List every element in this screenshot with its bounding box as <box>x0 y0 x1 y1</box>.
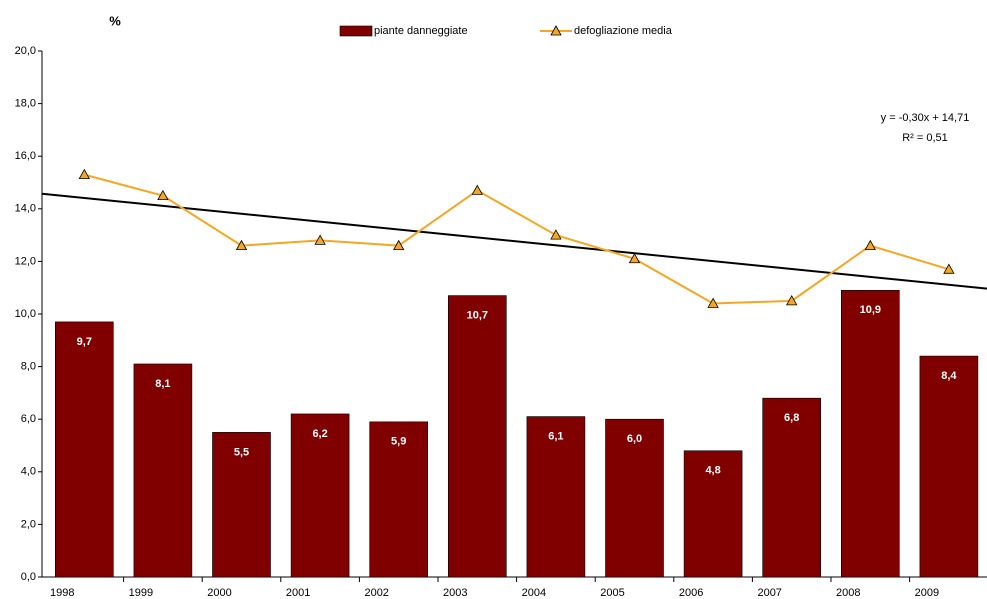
y-tick-label: 16,0 <box>15 150 36 162</box>
bar <box>526 416 586 578</box>
line-marker <box>864 239 876 251</box>
trendline-equation: y = -0,30x + 14,71 <box>881 112 970 124</box>
bar-value-label: 6,0 <box>627 433 642 445</box>
legend-label: piante danneggiate <box>374 25 468 37</box>
line-marker <box>78 168 90 180</box>
x-tick-label: 2003 <box>443 587 467 599</box>
x-tick-label: 1998 <box>50 587 74 599</box>
line-marker <box>943 263 955 274</box>
x-tick-label: 2001 <box>286 587 310 599</box>
bar-value-label: 10,9 <box>860 304 881 316</box>
bar-value-label: 4,8 <box>705 465 720 477</box>
bar-value-label: 6,1 <box>548 430 563 442</box>
y-tick-label: 14,0 <box>15 203 36 215</box>
line-marker <box>786 295 798 306</box>
y-tick-label: 6,0 <box>21 413 36 425</box>
y-tick-label: 18,0 <box>15 98 36 110</box>
legend-marker <box>550 25 562 36</box>
bar <box>683 450 743 578</box>
bar <box>447 295 507 578</box>
line-series <box>84 173 950 305</box>
x-tick-label: 2006 <box>679 587 703 599</box>
y-tick-label: 4,0 <box>21 466 36 478</box>
bar-value-label: 5,5 <box>234 446 249 458</box>
bar <box>290 413 350 578</box>
line-marker <box>471 184 483 195</box>
y-tick-label: 20,0 <box>15 45 36 57</box>
legend-swatch <box>339 25 373 37</box>
x-tick-label: 2002 <box>364 587 388 599</box>
y-tick-label: 10,0 <box>15 308 36 320</box>
bar <box>133 363 193 578</box>
bar <box>605 418 664 578</box>
bar-value-label: 6,2 <box>312 428 327 440</box>
x-tick-label: 2004 <box>522 587 546 599</box>
y-tick-label: 0,0 <box>21 571 36 583</box>
y-tick-label: 8,0 <box>21 361 36 373</box>
line-marker <box>157 189 169 201</box>
y-tick-label: 12,0 <box>15 255 36 267</box>
line-marker <box>314 234 326 245</box>
bar-value-label: 10,7 <box>467 309 488 321</box>
bar-value-label: 9,7 <box>77 336 92 348</box>
x-tick-label: 2007 <box>757 587 781 599</box>
bar <box>212 432 271 578</box>
x-tick-label: 2000 <box>207 587 231 599</box>
bar <box>762 397 822 578</box>
trendline-r2: R² = 0,51 <box>902 132 948 144</box>
line-marker <box>393 239 405 251</box>
x-tick-label: 1999 <box>129 587 153 599</box>
y-axis-label: % <box>109 13 121 28</box>
bar-value-label: 5,9 <box>391 436 406 448</box>
bar-value-label: 8,1 <box>155 378 170 390</box>
bar <box>919 355 979 578</box>
line-marker <box>235 239 248 251</box>
y-tick-label: 2,0 <box>21 518 36 530</box>
legend-label: defogliazione media <box>574 25 673 37</box>
bar-value-label: 8,4 <box>941 370 957 382</box>
x-tick-label: 2009 <box>915 587 939 599</box>
bar <box>54 321 114 578</box>
line-marker <box>707 297 719 308</box>
x-tick-label: 2005 <box>600 587 624 599</box>
x-tick-label: 2008 <box>836 587 860 599</box>
bar <box>840 290 900 578</box>
bar-value-label: 6,8 <box>784 412 799 424</box>
line-marker <box>550 229 562 240</box>
line-marker <box>628 252 641 264</box>
bar <box>369 421 429 578</box>
